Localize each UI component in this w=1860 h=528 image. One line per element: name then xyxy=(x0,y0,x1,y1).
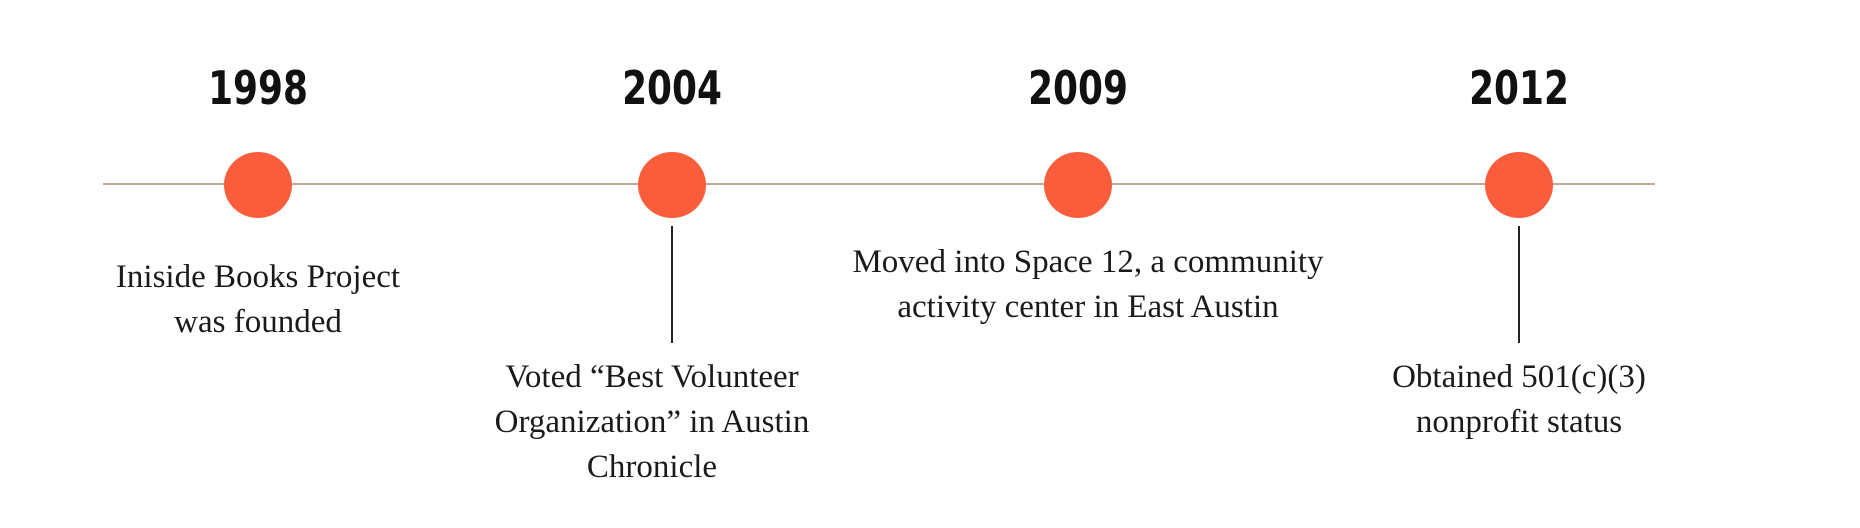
event-year-2012: 2012 xyxy=(1469,61,1569,115)
event-description-line: was founded xyxy=(174,304,342,340)
event-marker-1998 xyxy=(224,152,292,218)
event-description-line: Iniside Books Project xyxy=(115,259,401,295)
event-connector-2012 xyxy=(1518,226,1520,343)
event-year-1998: 1998 xyxy=(208,61,308,115)
event-description-line: nonprofit status xyxy=(1415,404,1623,440)
event-description-2004: Voted “Best Volunteer Organization” in A… xyxy=(452,355,852,490)
event-description-2012: Obtained 501(c)(3) nonprofit status xyxy=(1339,355,1699,445)
event-marker-2012 xyxy=(1485,152,1553,218)
event-description-2009: Moved into Space 12, a community activit… xyxy=(808,240,1368,330)
event-description-line: activity center in East Austin xyxy=(897,289,1279,325)
event-description-1998: Iniside Books Project was founded xyxy=(58,255,458,345)
event-description-line: Voted “Best Volunteer xyxy=(505,359,799,395)
event-marker-2004 xyxy=(638,152,706,218)
event-year-2009: 2009 xyxy=(1028,61,1128,115)
event-marker-2009 xyxy=(1044,152,1112,218)
event-description-line: Organization” in Austin xyxy=(494,404,810,440)
event-description-line: Obtained 501(c)(3) xyxy=(1392,359,1646,395)
event-description-line: Chronicle xyxy=(586,449,718,485)
event-description-line: Moved into Space 12, a community xyxy=(852,244,1324,280)
event-connector-2004 xyxy=(671,226,673,343)
event-year-2004: 2004 xyxy=(622,61,722,115)
timeline-axis-line xyxy=(103,183,1655,185)
